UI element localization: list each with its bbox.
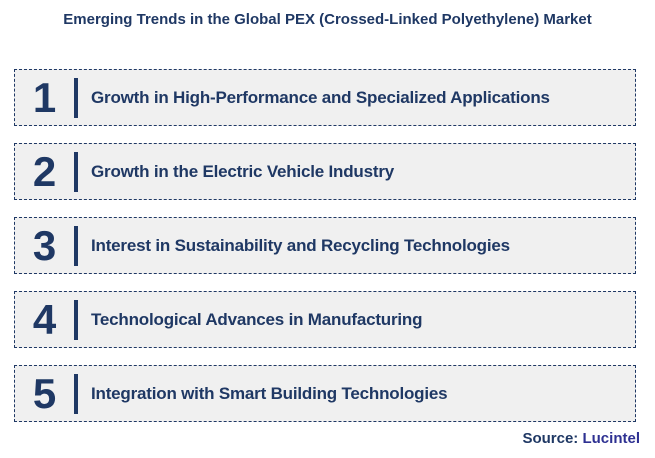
trend-number: 1 xyxy=(32,73,57,121)
item-divider xyxy=(74,225,78,266)
item-divider xyxy=(74,151,78,192)
figure-title: Emerging Trends in the Global PEX (Cross… xyxy=(63,11,592,28)
trend-item-5: 5 Integration with Smart Building Techno… xyxy=(14,365,636,422)
source-value: Lucintel xyxy=(582,430,640,447)
item-divider xyxy=(74,373,78,414)
trend-number: 4 xyxy=(32,295,57,343)
trend-item-2: 2 Growth in the Electric Vehicle Industr… xyxy=(14,143,636,200)
trend-item-3: 3 Interest in Sustainability and Recycli… xyxy=(14,217,636,274)
trend-item-4: 4 Technological Advances in Manufacturin… xyxy=(14,291,636,348)
source-note: Source: Lucintel xyxy=(522,430,640,447)
item-divider xyxy=(74,77,78,118)
trend-label: Interest in Sustainability and Recycling… xyxy=(91,235,510,255)
trend-number: 2 xyxy=(32,147,57,195)
trend-label: Integration with Smart Building Technolo… xyxy=(91,383,448,403)
trend-label: Growth in the Electric Vehicle Industry xyxy=(91,161,394,181)
item-divider xyxy=(74,299,78,340)
trend-number: 3 xyxy=(32,221,57,269)
trend-number: 5 xyxy=(32,369,57,417)
trend-label: Technological Advances in Manufacturing xyxy=(91,309,423,329)
trend-item-1: 1 Growth in High-Performance and Special… xyxy=(14,69,636,126)
trend-label: Growth in High-Performance and Specializ… xyxy=(91,87,550,107)
trend-list: 1 Growth in High-Performance and Special… xyxy=(14,69,636,439)
source-label: Source: xyxy=(522,430,579,447)
